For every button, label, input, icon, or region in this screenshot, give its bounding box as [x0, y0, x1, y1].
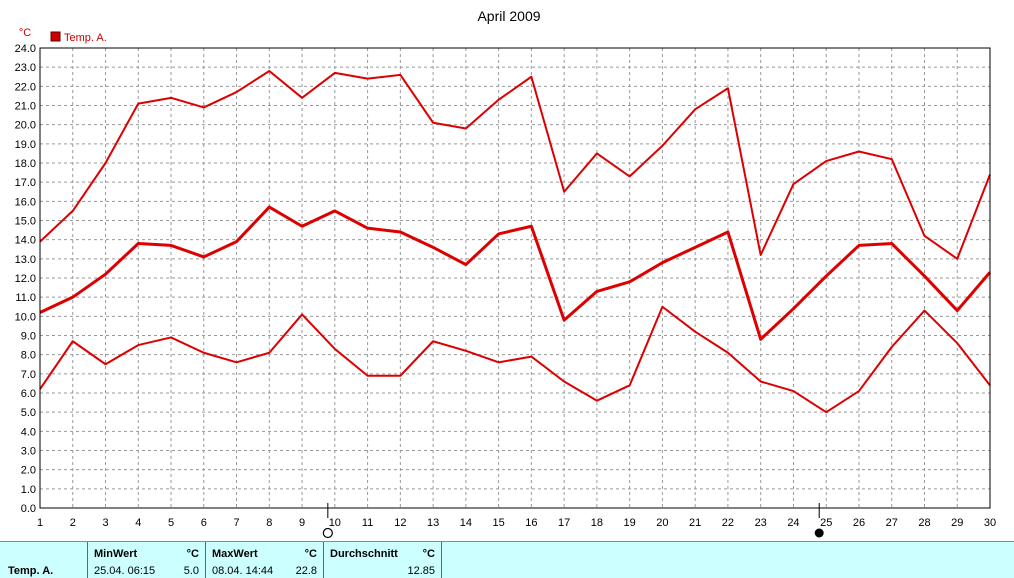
x-tick-label: 8 [266, 517, 272, 529]
x-tick-label: 23 [755, 517, 767, 529]
x-tick-label: 2 [70, 517, 76, 529]
x-tick-label: 1 [37, 517, 43, 529]
x-tick-label: 5 [168, 517, 174, 529]
y-tick-label: 17.0 [15, 177, 36, 189]
legend-swatch [50, 31, 61, 42]
x-tick-label: 21 [689, 517, 701, 529]
x-tick-label: 17 [558, 517, 570, 529]
stats-min-value: 5.0 [183, 565, 199, 577]
y-tick-label: 9.0 [21, 331, 36, 343]
x-tick-label: 6 [201, 517, 207, 529]
stats-sensor-cell: Temp. A. [0, 542, 88, 578]
stats-min-unit: °C [186, 548, 199, 560]
y-tick-label: 4.0 [21, 426, 36, 438]
series-lines [39, 70, 992, 414]
x-tick-label: 11 [362, 517, 373, 529]
y-axis-ticks: 0.0 1.0 2.0 3.0 4.0 5.0 6.0 7.0 8.0 9.0 10.0 11.0 12… [15, 43, 36, 515]
legend-label: Temp. A. [64, 32, 107, 44]
y-tick-label: 15.0 [15, 216, 36, 228]
temperature-chart: April 2009 °C Temp. A. 0.0 1.0 2.0 3.0 4.0 5.… [15, 8, 996, 539]
series-line-min [39, 305, 991, 414]
series-line-max [39, 70, 991, 260]
x-tick-label: 18 [591, 517, 603, 529]
x-tick-label: 3 [102, 517, 108, 529]
y-axis-unit: °C [19, 27, 31, 39]
stats-avg-cell: Durchschnitt °C 12.85 [324, 542, 442, 578]
stats-max-cell: MaxWert °C 08.04. 14:44 22.8 [206, 542, 324, 578]
stats-avg-header: Durchschnitt [330, 548, 398, 560]
y-tick-label: 19.0 [15, 139, 36, 151]
y-tick-label: 10.0 [15, 311, 36, 323]
y-tick-label: 8.0 [21, 350, 36, 362]
y-tick-label: 23.0 [15, 62, 36, 74]
y-tick-label: 12.0 [15, 273, 36, 285]
full-moon-icon [322, 527, 333, 539]
y-tick-label: 22.0 [15, 81, 36, 93]
stats-avg-value: 12.85 [407, 565, 435, 577]
x-tick-label: 13 [427, 517, 439, 529]
y-tick-label: 7.0 [21, 369, 36, 381]
stats-min-cell: MinWert °C 25.04. 06:15 5.0 [88, 542, 206, 578]
x-tick-label: 25 [820, 517, 832, 529]
y-tick-label: 21.0 [15, 101, 36, 113]
x-tick-label: 20 [656, 517, 668, 529]
y-tick-label: 14.0 [15, 235, 36, 247]
stats-sensor-name: Temp. A. [8, 565, 54, 577]
stats-min-header: MinWert [94, 548, 138, 560]
x-tick-label: 24 [787, 517, 799, 529]
chart-grid [40, 48, 990, 508]
stats-min-date: 25.04. 06:15 [94, 565, 156, 577]
x-tick-label: 4 [135, 517, 141, 529]
y-tick-label: 3.0 [21, 446, 36, 458]
stats-max-value: 22.8 [295, 565, 317, 577]
x-tick-label: 9 [299, 517, 305, 529]
x-tick-label: 30 [984, 517, 996, 529]
x-tick-label: 28 [918, 517, 930, 529]
y-tick-label: 20.0 [15, 120, 36, 132]
x-tick-label: 14 [460, 517, 472, 529]
y-tick-label: 18.0 [15, 158, 36, 170]
y-tick-label: 24.0 [15, 43, 36, 55]
y-tick-label: 6.0 [21, 388, 36, 400]
y-tick-label: 2.0 [21, 465, 36, 477]
x-tick-label: 10 [329, 517, 341, 529]
chart-title: April 2009 [477, 8, 540, 24]
x-tick-label: 15 [492, 517, 504, 529]
x-tick-label: 27 [886, 517, 898, 529]
moon-phase-markers [322, 503, 824, 539]
x-tick-label: 19 [624, 517, 636, 529]
x-tick-label: 26 [853, 517, 865, 529]
y-tick-label: 16.0 [15, 196, 36, 208]
y-tick-label: 1.0 [21, 484, 36, 496]
x-tick-label: 12 [394, 517, 406, 529]
x-tick-label: 7 [233, 517, 239, 529]
stats-max-date: 08.04. 14:44 [212, 565, 274, 577]
x-tick-label: 22 [722, 517, 734, 529]
y-tick-label: 13.0 [15, 254, 36, 266]
new-moon-icon [814, 528, 824, 538]
x-tick-label: 16 [525, 517, 537, 529]
y-tick-label: 11.0 [15, 292, 36, 304]
stats-avg-unit: °C [422, 548, 435, 560]
series-line-avg [39, 205, 992, 341]
stats-bar: Temp. A. MinWert °C 25.04. 06:15 5.0 Max… [0, 541, 1014, 578]
plot-frame [39, 47, 991, 509]
y-tick-label: 5.0 [21, 407, 36, 419]
stats-max-header: MaxWert [212, 548, 258, 560]
stats-max-unit: °C [304, 548, 317, 560]
y-tick-label: 0.0 [21, 503, 36, 515]
x-tick-label: 29 [951, 517, 963, 529]
x-axis-ticks: 1 2 3 4 5 6 7 8 9 10 11 12 13 14 15 16 17 18 19 20 21 22 23 24 2… [37, 517, 996, 529]
